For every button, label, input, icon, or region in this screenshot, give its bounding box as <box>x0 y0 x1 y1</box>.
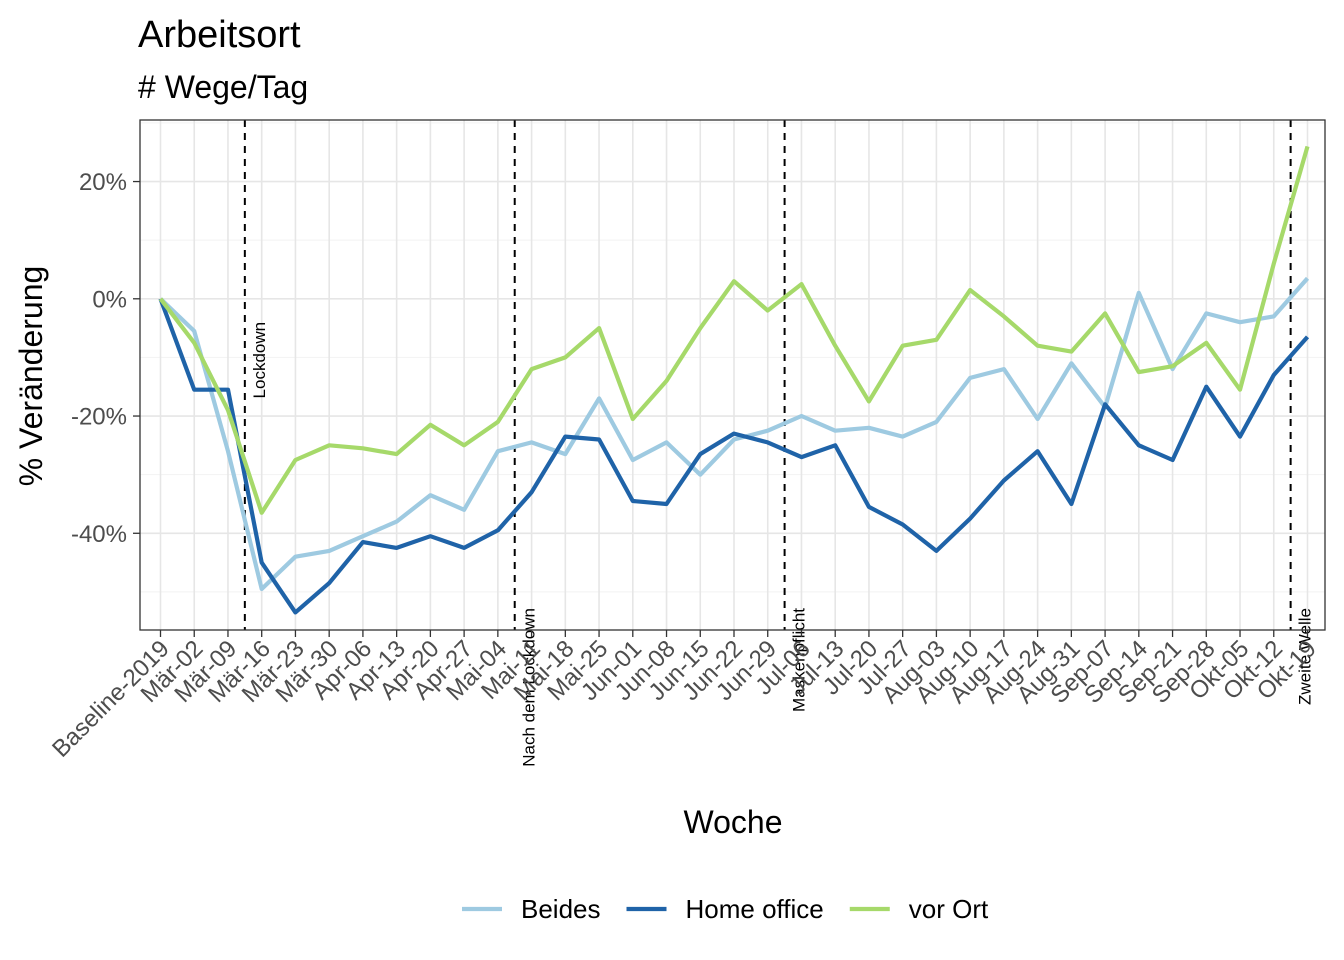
legend: Beides Home office vor Ort <box>462 894 989 924</box>
series-line-beides <box>159 276 1310 592</box>
chart-subtitle: # Wege/Tag <box>138 69 308 105</box>
y-tick-label: 0% <box>92 286 127 313</box>
series-lines <box>158 145 1310 615</box>
legend-label: vor Ort <box>909 894 989 924</box>
event-label: Lockdown <box>250 322 269 399</box>
x-axis-title: Woche <box>683 804 782 840</box>
y-tick-label: -20% <box>71 404 127 431</box>
plot-border <box>139 119 1326 631</box>
event-label: Maskenpflicht <box>790 608 809 712</box>
event-label: Nach dem Lockdown <box>520 608 539 767</box>
y-axis: 20% 0% -20% -40% <box>71 169 140 548</box>
y-tick-label: 20% <box>79 169 127 196</box>
grid-lines <box>140 120 1325 630</box>
x-axis: Baseline-2019Mär-02Mär-09Mär-16Mär-23Mär… <box>47 630 1322 763</box>
legend-label: Home office <box>686 894 824 924</box>
event-markers: Lockdown Nach dem Lockdown Maskenpflicht Zw… <box>243 120 1315 767</box>
legend-label: Beides <box>521 894 601 924</box>
y-tick-label: -40% <box>71 521 127 548</box>
chart-title: Arbeitsort <box>138 14 301 56</box>
series-line-home-office <box>158 298 1310 615</box>
y-axis-title: % Veränderung <box>13 266 49 487</box>
event-label: Zweite Welle <box>1296 608 1315 705</box>
series-line-vor-ort <box>158 145 1310 515</box>
